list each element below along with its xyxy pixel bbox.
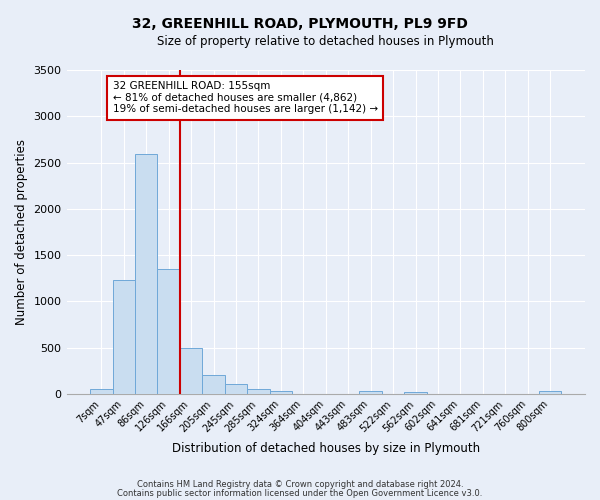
Bar xyxy=(135,154,157,394)
Text: 32 GREENHILL ROAD: 155sqm
← 81% of detached houses are smaller (4,862)
19% of se: 32 GREENHILL ROAD: 155sqm ← 81% of detac… xyxy=(113,81,377,114)
Bar xyxy=(539,390,562,394)
Bar xyxy=(247,389,269,394)
Bar xyxy=(225,384,247,394)
Text: Contains HM Land Registry data © Crown copyright and database right 2024.: Contains HM Land Registry data © Crown c… xyxy=(137,480,463,489)
Bar xyxy=(157,269,180,394)
Bar xyxy=(180,348,202,394)
Bar xyxy=(404,392,427,394)
Bar xyxy=(90,389,113,394)
Bar xyxy=(269,391,292,394)
Title: Size of property relative to detached houses in Plymouth: Size of property relative to detached ho… xyxy=(157,35,494,48)
X-axis label: Distribution of detached houses by size in Plymouth: Distribution of detached houses by size … xyxy=(172,442,480,455)
Bar xyxy=(202,376,225,394)
Y-axis label: Number of detached properties: Number of detached properties xyxy=(15,139,28,325)
Bar xyxy=(359,390,382,394)
Text: Contains public sector information licensed under the Open Government Licence v3: Contains public sector information licen… xyxy=(118,488,482,498)
Bar xyxy=(113,280,135,394)
Text: 32, GREENHILL ROAD, PLYMOUTH, PL9 9FD: 32, GREENHILL ROAD, PLYMOUTH, PL9 9FD xyxy=(132,18,468,32)
